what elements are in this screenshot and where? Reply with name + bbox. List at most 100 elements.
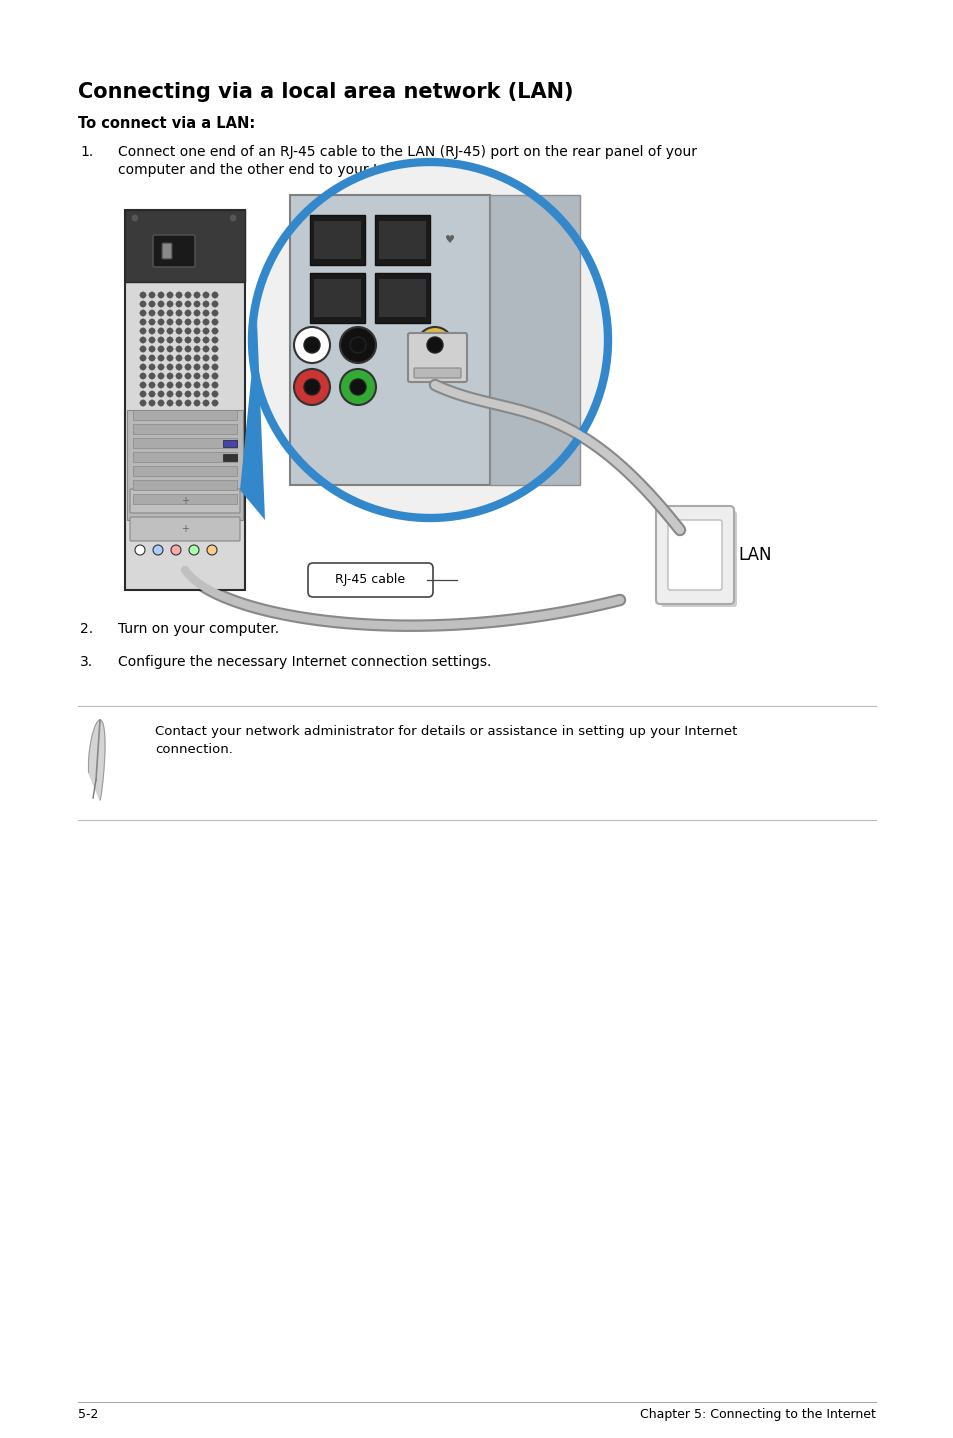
Circle shape [193,400,200,406]
Circle shape [175,336,182,344]
Circle shape [157,400,164,406]
Circle shape [157,301,164,308]
Circle shape [167,301,173,308]
Circle shape [203,383,209,388]
Circle shape [157,391,164,397]
Circle shape [175,364,182,370]
Circle shape [167,336,173,344]
Circle shape [175,319,182,325]
Circle shape [171,545,181,555]
FancyBboxPatch shape [667,521,721,590]
FancyBboxPatch shape [132,480,236,490]
Circle shape [212,336,218,344]
Circle shape [203,355,209,361]
Circle shape [193,336,200,344]
FancyBboxPatch shape [132,439,236,449]
Circle shape [149,383,155,388]
FancyBboxPatch shape [308,564,433,597]
Circle shape [167,328,173,334]
Circle shape [175,355,182,361]
Text: Connecting via a local area network (LAN): Connecting via a local area network (LAN… [78,82,573,102]
Circle shape [157,292,164,298]
Circle shape [193,319,200,325]
Text: +: + [181,523,189,533]
Circle shape [185,383,191,388]
Circle shape [212,364,218,370]
Circle shape [339,370,375,406]
FancyBboxPatch shape [132,495,236,503]
FancyBboxPatch shape [132,452,236,462]
Circle shape [294,326,330,362]
FancyBboxPatch shape [408,334,467,383]
FancyBboxPatch shape [130,489,240,513]
Circle shape [294,370,330,406]
Circle shape [175,372,182,380]
Circle shape [167,391,173,397]
Circle shape [140,345,146,352]
Circle shape [416,326,453,362]
Circle shape [193,292,200,298]
FancyBboxPatch shape [314,221,360,259]
Circle shape [140,391,146,397]
Circle shape [167,292,173,298]
Circle shape [149,355,155,361]
Circle shape [140,364,146,370]
Circle shape [427,336,442,352]
Circle shape [212,400,218,406]
Circle shape [212,301,218,308]
Circle shape [203,319,209,325]
Circle shape [193,301,200,308]
Circle shape [167,364,173,370]
Circle shape [185,400,191,406]
Text: RJ-45 cable: RJ-45 cable [335,574,405,587]
Text: 3.: 3. [80,654,93,669]
FancyBboxPatch shape [378,279,426,316]
Circle shape [212,319,218,325]
Circle shape [149,364,155,370]
Circle shape [157,372,164,380]
FancyBboxPatch shape [656,506,733,604]
FancyBboxPatch shape [127,410,243,521]
Circle shape [167,400,173,406]
Circle shape [140,372,146,380]
Circle shape [149,328,155,334]
Text: Configure the necessary Internet connection settings.: Configure the necessary Internet connect… [118,654,491,669]
FancyBboxPatch shape [490,196,579,485]
Circle shape [212,355,218,361]
Circle shape [193,355,200,361]
Circle shape [140,336,146,344]
Circle shape [149,400,155,406]
Polygon shape [240,321,265,521]
Circle shape [203,400,209,406]
Circle shape [175,391,182,397]
Circle shape [212,309,218,316]
FancyBboxPatch shape [223,440,236,447]
Circle shape [212,345,218,352]
Circle shape [185,319,191,325]
Text: 1.: 1. [80,145,93,160]
Polygon shape [89,720,105,800]
Circle shape [185,372,191,380]
Circle shape [167,372,173,380]
Circle shape [157,383,164,388]
Text: Connect one end of an RJ-45 cable to the LAN (RJ-45) port on the rear panel of y: Connect one end of an RJ-45 cable to the… [118,145,697,177]
Circle shape [212,383,218,388]
Circle shape [167,383,173,388]
Circle shape [149,336,155,344]
Circle shape [252,162,607,518]
Circle shape [149,345,155,352]
Circle shape [193,364,200,370]
Circle shape [131,214,139,221]
Circle shape [185,355,191,361]
Text: +: + [181,496,189,506]
Circle shape [207,545,216,555]
Text: Chapter 5: Connecting to the Internet: Chapter 5: Connecting to the Internet [639,1408,875,1421]
Circle shape [157,345,164,352]
FancyBboxPatch shape [375,273,430,324]
Circle shape [149,319,155,325]
Circle shape [140,400,146,406]
FancyBboxPatch shape [132,410,236,420]
Circle shape [175,328,182,334]
Circle shape [185,309,191,316]
Circle shape [167,319,173,325]
